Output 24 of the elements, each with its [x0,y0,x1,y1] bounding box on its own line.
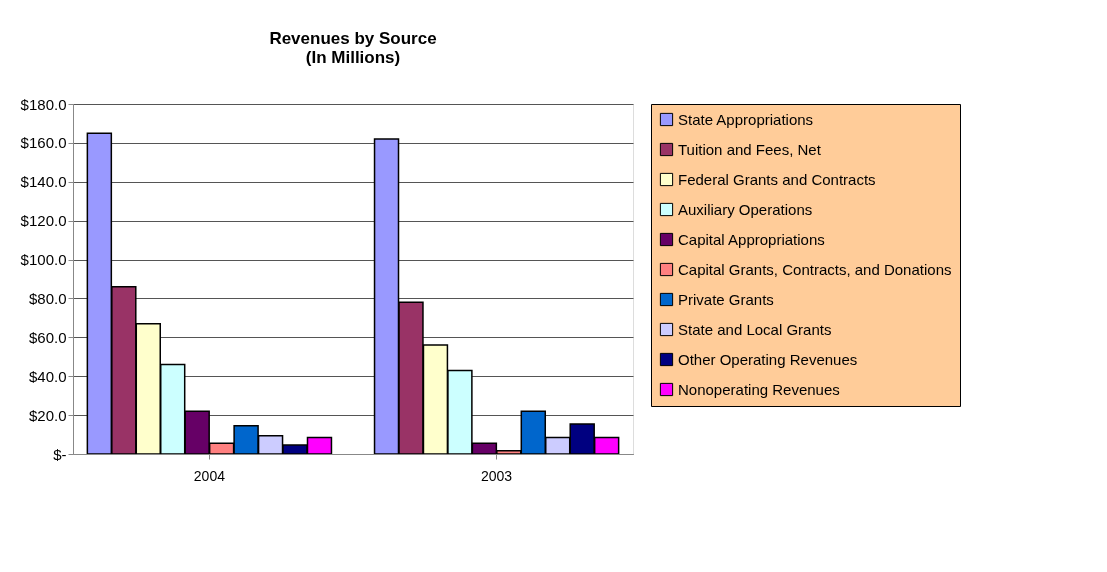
y-tick-label: $20.0 [28,406,67,424]
legend-label: Federal Grants and Contracts [678,170,876,188]
legend-label: Capital Grants, Contracts, and Donations [678,260,952,278]
y-tick-label: $80.0 [28,289,67,307]
y-tick-label: $100.0 [20,251,67,269]
y-tick-label: $- [53,445,67,463]
legend-label: Capital Appropriations [678,230,825,248]
legend-label: Other Operating Revenues [678,350,858,368]
y-tick-label: $160.0 [20,134,67,152]
legend-label: Private Grants [678,290,774,308]
legend-label: State and Local Grants [678,320,832,338]
legend-label: Nonoperating Revenues [678,380,840,398]
y-tick-label: $180.0 [20,95,67,113]
legend-label: State Appropriations [678,110,814,128]
text: Revenues by Source [269,29,437,48]
x-tick-label: 2004 [193,467,226,484]
text: (In Millions) [305,48,401,67]
x-tick-label: 2003 [481,467,513,484]
y-tick-label: $120.0 [20,212,67,230]
y-tick-label: $60.0 [28,328,67,346]
legend-label: Auxiliary Operations [678,200,813,218]
y-tick-label: $40.0 [28,367,67,385]
y-tick-label: $140.0 [20,173,67,191]
legend-label: Tuition and Fees, Net [678,140,822,158]
